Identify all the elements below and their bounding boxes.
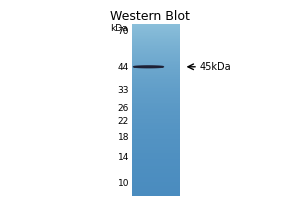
- Text: 22: 22: [118, 117, 129, 126]
- Polygon shape: [134, 66, 164, 68]
- Text: 14: 14: [118, 153, 129, 162]
- Text: 70: 70: [118, 27, 129, 36]
- Text: 26: 26: [118, 104, 129, 113]
- Text: kDa: kDa: [110, 24, 128, 33]
- Text: 44: 44: [118, 63, 129, 72]
- Text: 10: 10: [118, 179, 129, 188]
- Text: 45kDa: 45kDa: [200, 62, 231, 72]
- Text: 33: 33: [118, 86, 129, 95]
- Title: Western Blot: Western Blot: [110, 10, 190, 23]
- Text: 18: 18: [118, 133, 129, 142]
